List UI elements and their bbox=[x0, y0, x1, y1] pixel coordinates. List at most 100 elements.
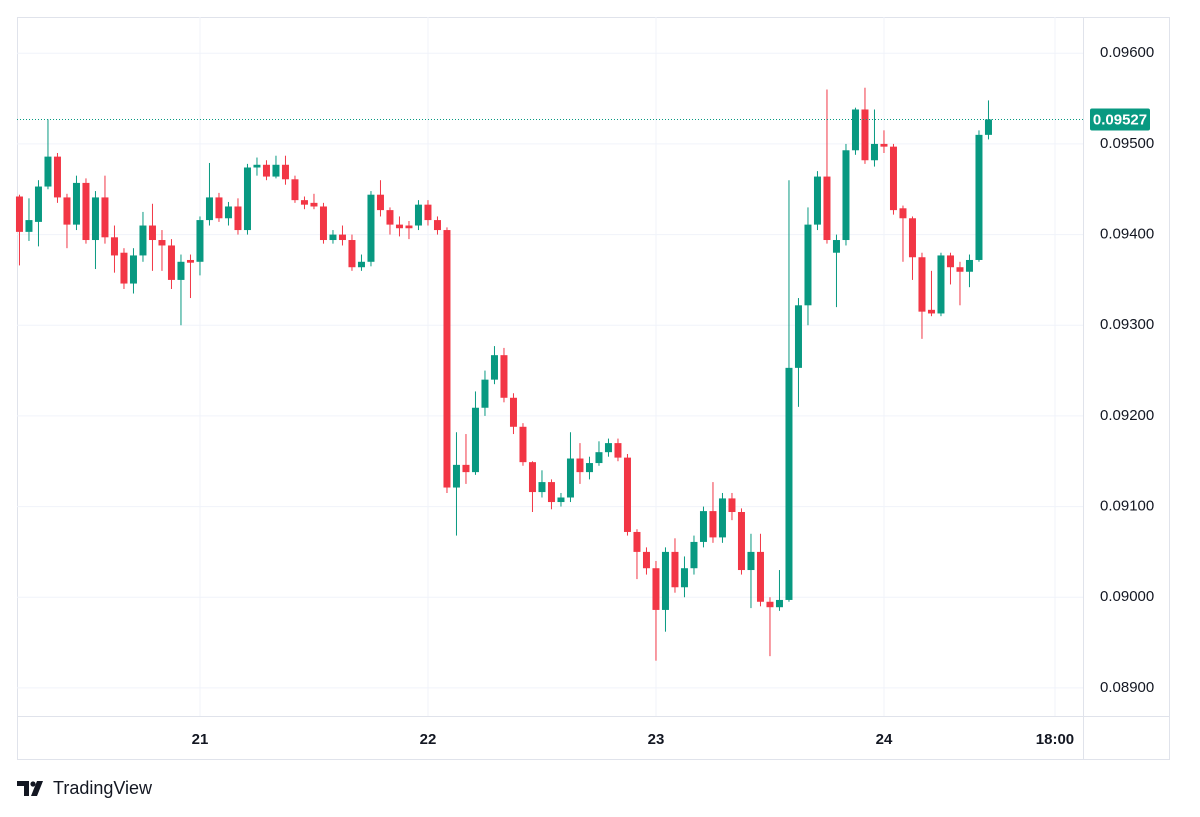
candle-body bbox=[747, 551, 755, 571]
candle-body bbox=[699, 511, 707, 542]
candle-body bbox=[490, 355, 498, 380]
candle-body bbox=[281, 164, 289, 180]
candle-body bbox=[72, 182, 80, 225]
candle-body bbox=[604, 443, 612, 453]
candle-body bbox=[842, 150, 850, 241]
candle-body bbox=[34, 186, 42, 222]
y-tick-label: 0.09500 bbox=[1100, 135, 1154, 152]
candle-body bbox=[528, 462, 536, 493]
y-tick-label: 0.09200 bbox=[1100, 407, 1154, 424]
candle-body bbox=[481, 379, 489, 408]
candle-body bbox=[338, 234, 346, 241]
candle-body bbox=[889, 146, 897, 211]
candle-body bbox=[424, 204, 432, 221]
candle-body bbox=[291, 179, 299, 201]
candle-body bbox=[329, 234, 337, 241]
candle-body bbox=[946, 255, 954, 268]
candle-body bbox=[775, 599, 783, 608]
x-tick-label: 18:00 bbox=[1036, 731, 1074, 748]
candle-body bbox=[386, 210, 394, 225]
candle-body bbox=[158, 240, 166, 246]
candle-body bbox=[110, 237, 118, 256]
brand-name: TradingView bbox=[53, 778, 153, 798]
candle-body bbox=[234, 206, 242, 231]
candle-body bbox=[91, 197, 99, 241]
candle-body bbox=[101, 197, 109, 238]
candle-body bbox=[367, 194, 375, 262]
candle-body bbox=[300, 200, 308, 205]
candle-body bbox=[63, 197, 71, 225]
candle-body bbox=[443, 230, 451, 488]
candle-body bbox=[766, 601, 774, 608]
candle-body bbox=[557, 497, 565, 503]
candle-body bbox=[576, 458, 584, 473]
candle-body bbox=[899, 208, 907, 219]
candle-body bbox=[984, 119, 992, 135]
candle-body bbox=[614, 443, 622, 458]
candle-body bbox=[633, 531, 641, 552]
candle-body bbox=[186, 259, 194, 263]
candle-body bbox=[262, 164, 270, 177]
x-tick-label: 23 bbox=[648, 731, 665, 748]
candle-body bbox=[585, 463, 593, 473]
last-price-label: 0.09527 bbox=[1093, 111, 1147, 128]
x-tick-label: 21 bbox=[192, 731, 209, 748]
y-tick-label: 0.09100 bbox=[1100, 498, 1154, 515]
candle-body bbox=[224, 206, 232, 219]
candle-body bbox=[547, 482, 555, 503]
candle-body bbox=[737, 512, 745, 571]
candle-body bbox=[452, 464, 460, 488]
y-tick-label: 0.08900 bbox=[1100, 679, 1154, 696]
candle-body bbox=[82, 182, 90, 241]
candle-body bbox=[908, 218, 916, 258]
candle-body bbox=[680, 568, 688, 588]
candle-body bbox=[462, 464, 470, 473]
x-tick-label: 24 bbox=[876, 731, 893, 748]
candle-body bbox=[405, 225, 413, 229]
candle-body bbox=[319, 206, 327, 241]
candle-body bbox=[756, 551, 764, 602]
candle-body bbox=[272, 164, 280, 177]
candle-body bbox=[671, 551, 679, 588]
candle-body bbox=[642, 551, 650, 569]
candle-body bbox=[927, 309, 935, 314]
candle-body bbox=[414, 204, 422, 226]
candle-body bbox=[53, 156, 61, 198]
candle-body bbox=[177, 261, 185, 280]
candle-body bbox=[595, 452, 603, 464]
candle-body bbox=[652, 568, 660, 610]
candle-body bbox=[785, 367, 793, 600]
candle-body bbox=[148, 225, 156, 241]
candle-body bbox=[253, 164, 261, 168]
candle-body bbox=[243, 167, 251, 231]
candle-body bbox=[357, 261, 365, 268]
candle-body bbox=[395, 224, 403, 229]
candles bbox=[15, 87, 992, 661]
candle-body bbox=[519, 426, 527, 463]
candle-body bbox=[25, 220, 33, 232]
logo-mark bbox=[17, 781, 29, 796]
logo-dot bbox=[30, 781, 36, 787]
candle-body bbox=[205, 197, 213, 221]
overlay: 0.09527 bbox=[17, 108, 1150, 131]
y-tick-label: 0.09000 bbox=[1100, 588, 1154, 605]
candle-body bbox=[690, 541, 698, 569]
candle-body bbox=[538, 482, 546, 493]
candle-body bbox=[471, 407, 479, 473]
y-tick-label: 0.09400 bbox=[1100, 226, 1154, 243]
candle-body bbox=[813, 176, 821, 225]
chart-frame bbox=[17, 17, 1170, 760]
candle-body bbox=[44, 156, 52, 187]
brand-logo bbox=[17, 781, 43, 796]
candle-body bbox=[832, 240, 840, 253]
candle-body bbox=[139, 225, 147, 256]
candle-body bbox=[870, 143, 878, 161]
candle-body bbox=[15, 196, 23, 232]
candle-body bbox=[728, 498, 736, 513]
candle-body bbox=[965, 259, 973, 272]
candle-body bbox=[709, 511, 717, 538]
candle-body bbox=[880, 143, 888, 147]
candle-body bbox=[794, 305, 802, 368]
candle-body bbox=[623, 457, 631, 532]
